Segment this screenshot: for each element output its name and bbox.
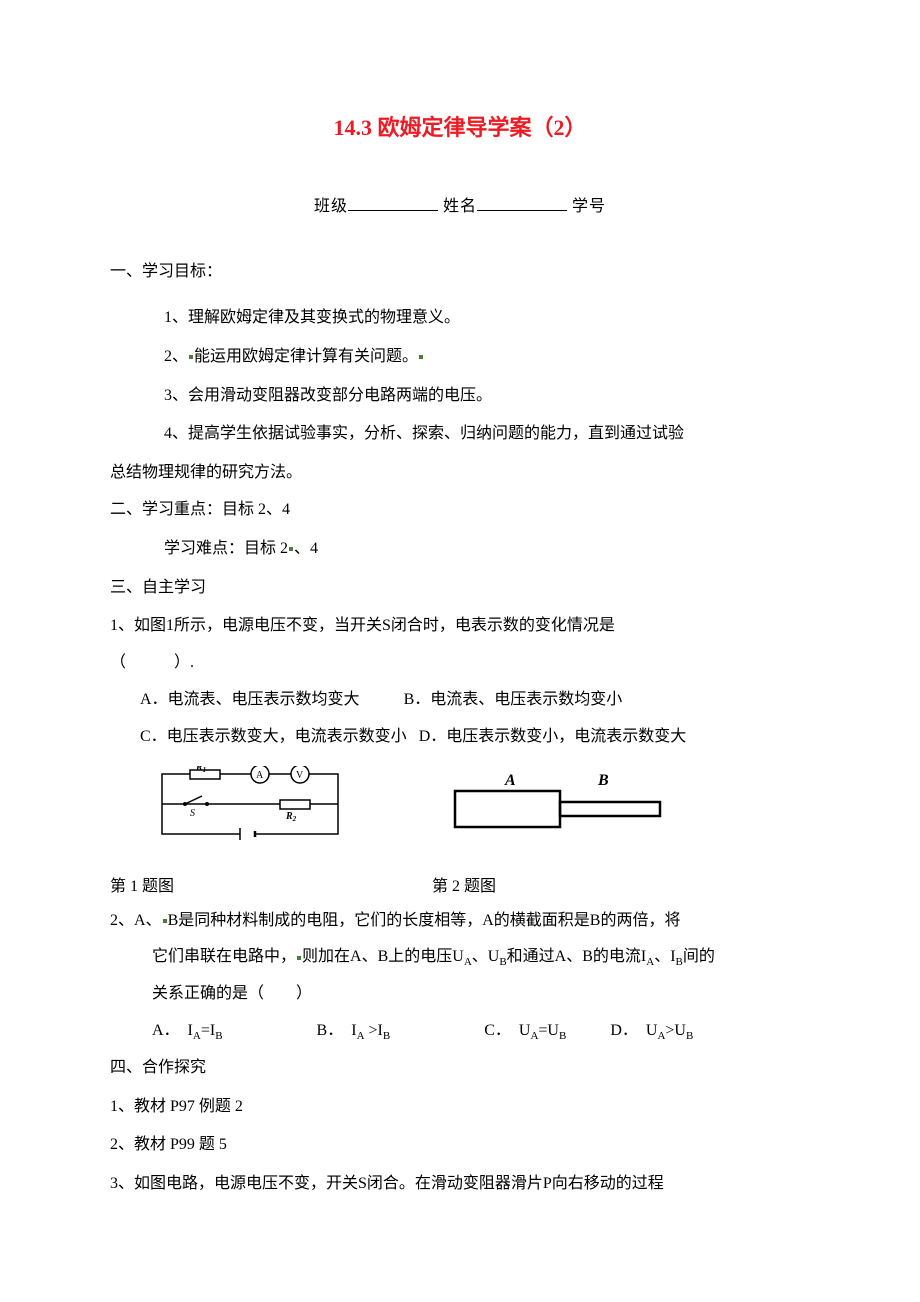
figure-2-resistors: A B [450,773,670,833]
mark-icon [189,355,193,359]
blank-name [477,193,567,211]
q1-options-cd: C．电压表示数变大，电流表示数变小 D．电压表示数变小，电流表示数变大 [140,719,810,756]
goal-1: 1、理解欧姆定律及其变换式的物理意义。 [164,300,810,337]
fig1-voltmeter-label: V [296,770,304,781]
label-name: 姓名 [443,198,477,215]
mark-icon [289,547,293,551]
q2-l2e: 、I [654,948,675,965]
fig2-label-b: B [597,773,609,789]
q2-line1: 2、A、 B是同种材料制成的电阻，它们的长度相等，A的横截面积是B的两倍，将 [110,903,810,940]
q2-opt-d: D． UA>UB [610,1022,693,1039]
q2-line2: 它们串联在电路中，则加在A、B上的电压UA、UB和通过A、B的电流IA、IB间的 [152,939,810,976]
caption-1: 第 1 题图 [110,878,174,895]
q2-l1c: 是同种材料制成的电阻，它们的长度相等，A的横截面积是B的两倍，将 [178,912,680,929]
blank-class [348,193,438,211]
goal-4a: 4、提高学生依据试验事实，分析、探索、归纳问题的能力，直到通过试验 [164,416,810,453]
mark-icon [419,355,423,359]
q2-l2f: 间的 [683,948,715,965]
difficulty-pre: 学习难点：目标 2 [164,540,288,557]
section-2-line2: 学习难点：目标 2 、4 [164,531,810,568]
goal-2: 2、能运用欧姆定律计算有关问题。 [164,339,810,376]
sec4-line1: 1、教材 P97 例题 2 [110,1089,810,1126]
sub-a: A [464,957,472,969]
q2-l2a: 它们串联在电路中， [152,948,296,965]
student-info-line: 班级 姓名 学号 [110,192,810,216]
q1-opt-c: C．电压表示数变大，电流表示数变小 [140,728,407,745]
section-1-heading: 一、学习目标： [110,256,810,288]
figure-1-circuit: R1 A V S R2 [160,766,340,841]
sec4-line2: 2、教材 P99 题 5 [110,1127,810,1164]
caption-row: 第 1 题图 第 2 题图 [110,871,810,903]
caption-2: 第 2 题图 [432,878,496,895]
q1-opt-b: B．电流表、电压表示数均变小 [404,691,623,708]
goal-3: 3、会用滑动变阻器改变部分电路两端的电压。 [164,378,810,415]
q2-opt-b: B． IA >IB [317,1022,391,1039]
goal-2-prefix: 2、 [164,348,188,365]
label-class: 班级 [314,198,348,215]
fig2-label-a: A [504,773,516,789]
q2-l2c: 、U [472,948,500,965]
q2-l2d: 和通过A、B的电流I [507,948,647,965]
q1-line2: （ ）. [110,645,810,682]
q1-opt-a: A．电流表、电压表示数均变大 [140,691,360,708]
q1-line1: 1、如图1所示，电源电压不变，当开关S闭合时，电表示数的变化情况是 [110,608,810,645]
fig1-r1-label: R1 [195,766,206,774]
difficulty-post: 、4 [294,540,318,557]
mark-icon [163,919,167,923]
section-3-heading: 三、自主学习 [110,570,810,607]
fig1-switch-label: S [190,808,195,819]
sub-b: B [676,957,683,969]
q2-l1b: B [168,912,179,929]
section-4-heading: 四、合作探究 [110,1050,810,1087]
q2-opt-c: C． UA=UB [484,1022,566,1039]
q1-options-ab: A．电流表、电压表示数均变大 B．电流表、电压表示数均变小 [140,682,810,719]
q2-line3: 关系正确的是（ ） [152,976,810,1013]
q1-opt-d: D．电压表示数变小，电流表示数变大 [419,728,687,745]
q2-l1a: 2、A、 [110,912,162,929]
goal-2-text: 能运用欧姆定律计算有关问题。 [194,348,418,365]
mark-icon [297,956,301,960]
q2-l2b: 则加在A、B上的电压U [302,948,464,965]
fig1-r2-label: R2 [285,811,297,823]
figures-row: R1 A V S R2 A B [160,766,810,841]
section-2-line1: 二、学习重点：目标 2、4 [110,492,810,529]
goal-4b: 总结物理规律的研究方法。 [110,455,810,492]
sub-b: B [499,957,506,969]
q2-opt-a: A． IA=IB [152,1022,223,1039]
document-title: 14.3 欧姆定律导学案（2） [110,110,810,142]
sec4-line3: 3、如图电路，电源电压不变，开关S闭合。在滑动变阻器滑片P向右移动的过程 [110,1166,810,1203]
sub-a: A [646,957,654,969]
q2-options: A． IA=IB B． IA >IB C． UA=UB D． UA>UB [152,1013,810,1050]
fig1-ammeter-label: A [256,770,264,781]
label-id: 学号 [572,198,606,215]
